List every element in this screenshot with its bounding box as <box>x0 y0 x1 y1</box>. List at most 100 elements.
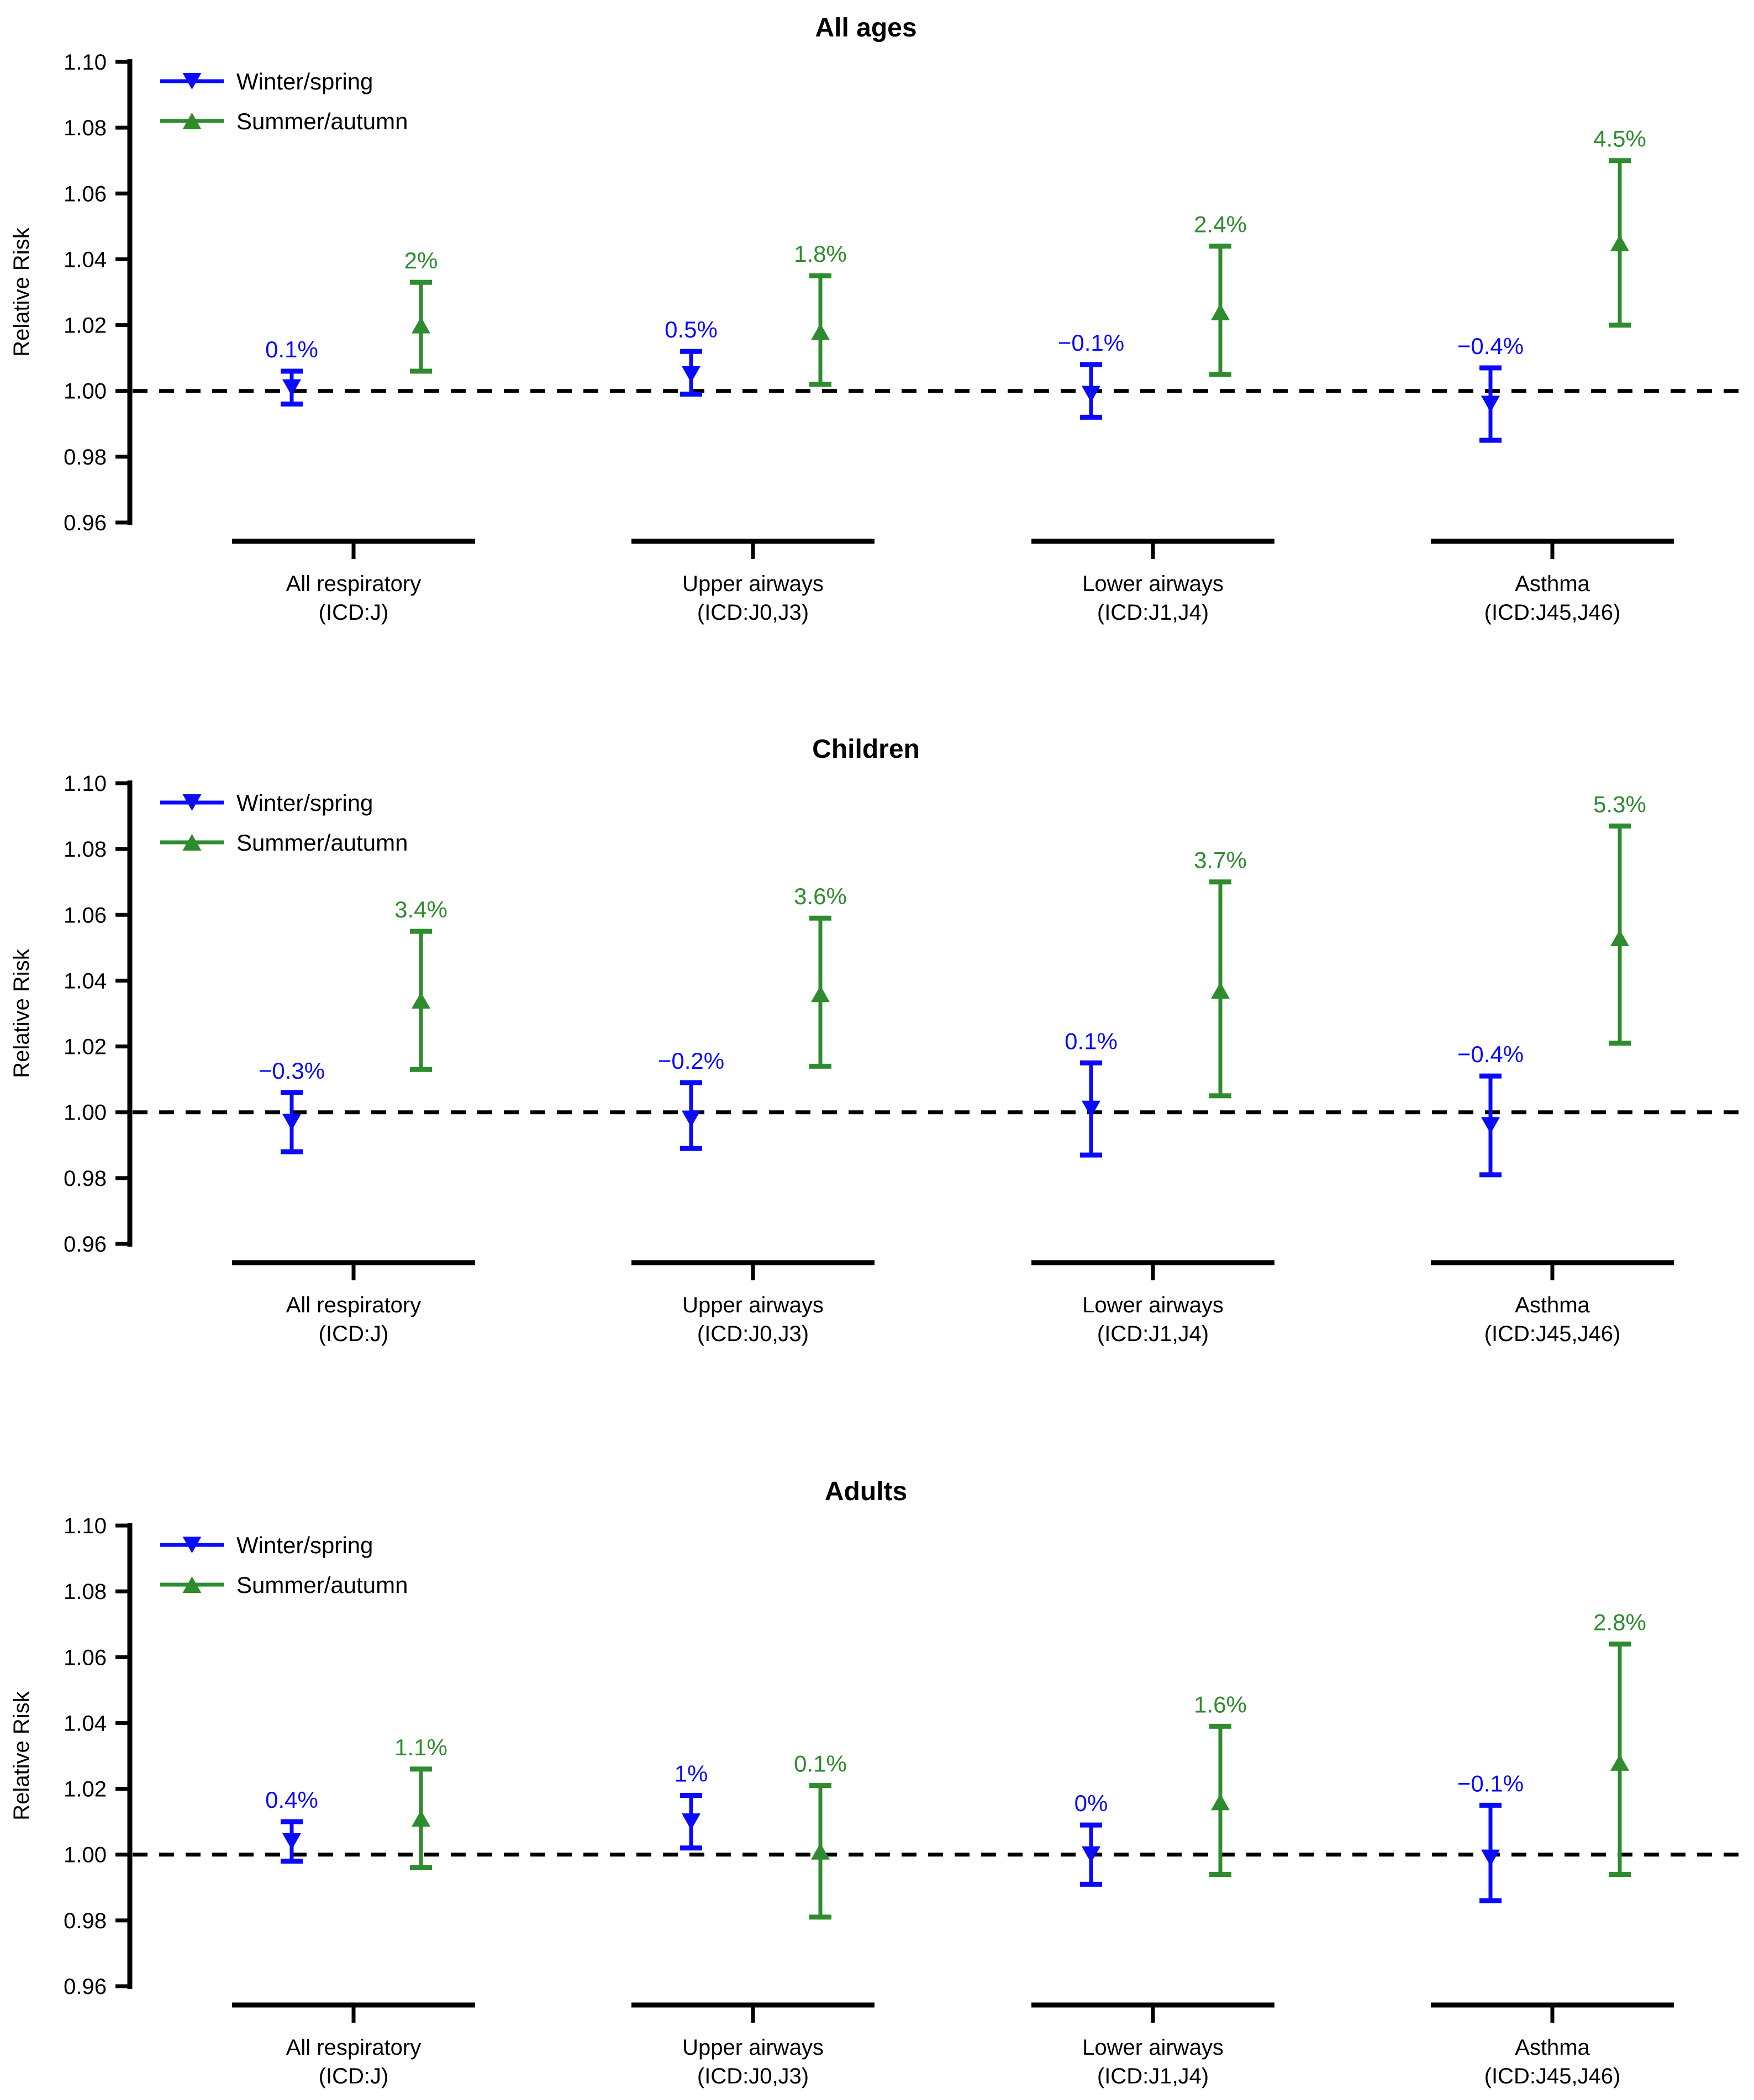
point-marker-triangle-up <box>412 992 430 1009</box>
y-tick-label: 1.02 <box>64 314 107 338</box>
point-percent-label: 0.1% <box>265 336 318 362</box>
legend-triangle-down-icon <box>182 1537 202 1553</box>
point-percent-label: 0.4% <box>265 1787 318 1813</box>
point-percent-label: 1.1% <box>394 1734 447 1760</box>
point-marker-triangle-down <box>1481 1117 1500 1134</box>
category-label-line2: (ICD:J1,J4) <box>1097 600 1209 625</box>
point-percent-label: 2% <box>404 247 438 273</box>
legend-triangle-up-icon <box>182 834 202 851</box>
point-marker-triangle-up <box>811 985 830 1002</box>
category-label-line1: All respiratory <box>286 572 422 596</box>
y-tick-label: 1.02 <box>64 1035 107 1059</box>
legend-label: Winter/spring <box>236 68 373 94</box>
point-marker-triangle-down <box>282 1114 301 1131</box>
point-marker-triangle-up <box>1211 303 1230 320</box>
panel-title: Adults <box>825 1477 907 1506</box>
point-percent-label: 3.7% <box>1194 847 1247 873</box>
point-percent-label: 4.5% <box>1593 126 1646 152</box>
y-tick-label: 1.06 <box>64 182 107 206</box>
category-label-line1: All respiratory <box>286 2035 422 2060</box>
y-tick-label: 1.04 <box>64 969 107 993</box>
category-label-line2: (ICD:J) <box>319 1322 389 1346</box>
category-label-line1: Upper airways <box>682 2035 824 2060</box>
category-label-line1: Lower airways <box>1082 572 1224 596</box>
point-percent-label: 1.6% <box>1194 1691 1247 1717</box>
y-tick-label: 1.10 <box>64 772 107 796</box>
category-label-line1: All respiratory <box>286 1293 422 1317</box>
panel-title: All ages <box>815 13 916 43</box>
y-tick-label: 1.06 <box>64 903 107 927</box>
point-percent-label: 3.6% <box>794 883 847 909</box>
point-marker-triangle-up <box>412 1810 430 1827</box>
y-axis-title: Relative Risk <box>9 948 34 1078</box>
point-percent-label: 1% <box>675 1760 708 1786</box>
category-label-line2: (ICD:J45,J46) <box>1484 600 1621 625</box>
point-marker-triangle-up <box>1211 982 1230 999</box>
y-tick-label: 1.02 <box>64 1777 107 1802</box>
point-percent-label: 5.3% <box>1593 791 1646 817</box>
point-percent-label: 0.1% <box>794 1751 847 1777</box>
y-tick-label: 1.00 <box>64 1843 107 1867</box>
point-marker-triangle-down <box>682 1813 700 1830</box>
y-tick-label: 1.08 <box>64 837 107 862</box>
y-tick-label: 1.04 <box>64 1711 107 1735</box>
y-tick-label: 1.06 <box>64 1645 107 1670</box>
point-percent-label: −0.1% <box>1058 330 1124 356</box>
legend-triangle-down-icon <box>182 794 202 811</box>
legend-label: Summer/autumn <box>236 830 408 856</box>
category-label-line1: Asthma <box>1515 1293 1590 1317</box>
y-tick-label: 0.98 <box>64 445 107 469</box>
point-marker-triangle-up <box>1610 234 1629 251</box>
legend-triangle-up-icon <box>182 113 202 129</box>
point-marker-triangle-up <box>811 1843 830 1860</box>
y-tick-label: 1.00 <box>64 379 107 404</box>
point-marker-triangle-up <box>1610 1754 1629 1771</box>
legend-triangle-down-icon <box>182 73 202 89</box>
y-tick-label: 1.08 <box>64 1580 107 1604</box>
point-marker-triangle-down <box>1082 1100 1100 1117</box>
y-axis-title: Relative Risk <box>9 227 34 356</box>
category-label-line2: (ICD:J) <box>319 600 389 625</box>
category-label-line2: (ICD:J) <box>319 2064 389 2088</box>
point-percent-label: 0% <box>1074 1790 1108 1816</box>
category-label-line1: Lower airways <box>1082 1293 1224 1317</box>
category-label-line2: (ICD:J0,J3) <box>697 1322 809 1346</box>
category-label-line2: (ICD:J45,J46) <box>1484 2064 1621 2088</box>
point-marker-triangle-down <box>282 1833 301 1850</box>
y-tick-label: 0.98 <box>64 1909 107 1933</box>
category-label-line1: Lower airways <box>1082 2035 1224 2060</box>
point-marker-triangle-down <box>1481 395 1500 413</box>
y-axis-title: Relative Risk <box>9 1691 34 1820</box>
point-percent-label: 0.1% <box>1065 1028 1118 1054</box>
y-tick-label: 0.96 <box>64 511 107 535</box>
point-marker-triangle-down <box>282 379 301 396</box>
panel-title: Children <box>812 735 920 764</box>
point-marker-triangle-down <box>1082 1846 1100 1863</box>
point-marker-triangle-down <box>682 366 700 383</box>
point-marker-triangle-up <box>1211 1793 1230 1811</box>
category-label-line1: Upper airways <box>682 572 824 596</box>
point-marker-triangle-up <box>412 316 430 334</box>
point-percent-label: 0.5% <box>665 316 718 342</box>
y-tick-label: 1.04 <box>64 247 107 272</box>
y-tick-label: 1.10 <box>64 50 107 75</box>
point-percent-label: −0.3% <box>259 1058 325 1084</box>
y-tick-label: 1.08 <box>64 116 107 140</box>
point-marker-triangle-down <box>1082 386 1100 403</box>
y-tick-label: 0.98 <box>64 1167 107 1191</box>
point-marker-triangle-down <box>682 1110 700 1127</box>
legend-label: Winter/spring <box>236 1532 373 1558</box>
legend-label: Winter/spring <box>236 790 373 816</box>
point-percent-label: −0.2% <box>658 1048 724 1074</box>
point-percent-label: 3.4% <box>394 896 447 922</box>
point-percent-label: −0.4% <box>1457 1041 1524 1067</box>
point-percent-label: −0.1% <box>1457 1770 1524 1796</box>
category-label-line2: (ICD:J0,J3) <box>697 600 809 625</box>
y-tick-label: 0.96 <box>64 1232 107 1257</box>
legend-triangle-up-icon <box>182 1576 202 1593</box>
y-tick-label: 0.96 <box>64 1975 107 1999</box>
point-marker-triangle-down <box>1481 1849 1500 1866</box>
category-label-line2: (ICD:J45,J46) <box>1484 1322 1621 1346</box>
